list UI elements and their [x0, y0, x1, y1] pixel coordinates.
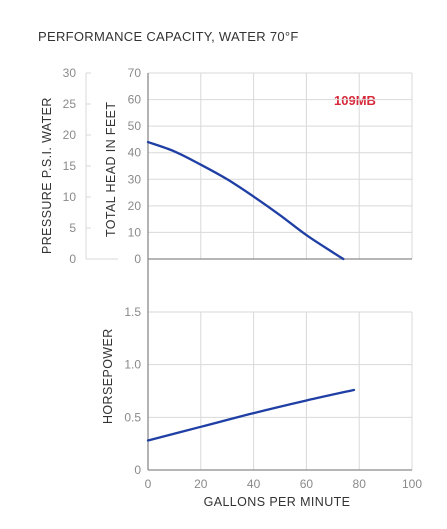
horsepower-axis-label: HORSEPOWER [101, 328, 115, 424]
head-tick-label: 20 [128, 199, 142, 213]
x-axis-label: GALLONS PER MINUTE [204, 495, 351, 509]
x-tick-label: 80 [353, 477, 367, 491]
head-capacity-curve [146, 140, 345, 261]
x-tick-label: 100 [402, 477, 422, 491]
pressure-tick-label: 25 [63, 97, 77, 111]
pressure-tick-label: 10 [63, 190, 77, 204]
head-axis-label: TOTAL HEAD IN FEET [104, 102, 118, 237]
head-tick-label: 70 [128, 66, 142, 80]
head-tick-label: 0 [134, 252, 141, 266]
pressure-tick-label: 30 [63, 66, 77, 80]
pressure-tick-label: 15 [63, 159, 77, 173]
head-chart-grid [147, 72, 413, 260]
head-tick-label: 10 [128, 225, 142, 239]
horsepower-tick-label: 0 [134, 463, 141, 477]
x-tick-label: 20 [194, 477, 208, 491]
x-tick-label: 0 [145, 477, 152, 491]
horsepower-tick-label: 0.5 [124, 410, 141, 424]
model-label: 109MB [334, 93, 376, 108]
x-tick-label: 40 [247, 477, 261, 491]
horsepower-tick-label: 1.5 [124, 305, 141, 319]
horsepower-tick-label: 1.0 [124, 358, 141, 372]
head-tick-label: 60 [128, 93, 142, 107]
head-tick-label: 50 [128, 119, 142, 133]
tick-labels: 0 10 20 30 40 50 60 70 0 5 10 15 20 25 30 0 0.5 1.0 1.5 0 20… [63, 66, 423, 491]
horsepower-chart-grid [147, 311, 413, 471]
curves [146, 140, 356, 442]
pressure-tick-label: 20 [63, 128, 77, 142]
axes [85, 72, 412, 471]
head-tick-label: 40 [128, 146, 142, 160]
pressure-axis-label: PRESSURE P.S.I. WATER [40, 97, 54, 254]
horsepower-curve [146, 388, 356, 442]
pressure-tick-label: 0 [69, 252, 76, 266]
head-tick-label: 30 [128, 172, 142, 186]
pressure-tick-label: 5 [69, 221, 76, 235]
chart-title: PERFORMANCE CAPACITY, WATER 70°F [38, 29, 299, 44]
x-tick-label: 60 [300, 477, 314, 491]
